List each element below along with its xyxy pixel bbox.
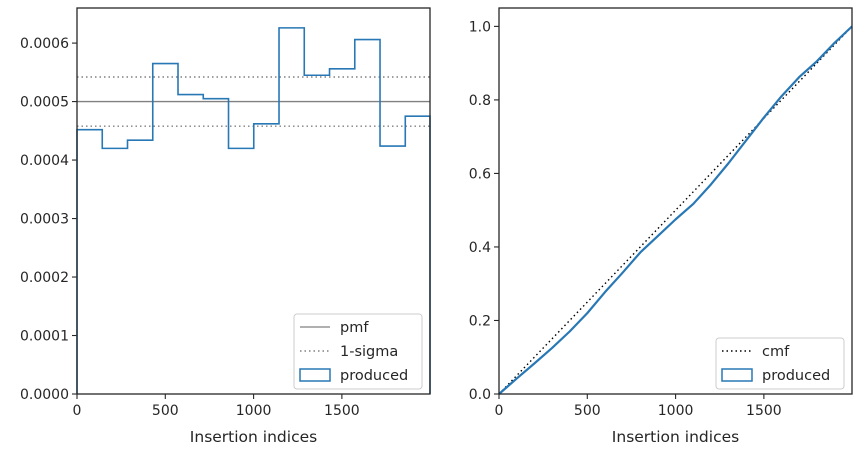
panel-right: 0 500 1000 1500 0.0 0.2 0.4 0.6 0.8 1.0 Insertion … — [469, 7, 853, 446]
legend-produced-label: produced — [762, 368, 830, 384]
x-tick-label: 1000 — [658, 403, 694, 419]
legend-produced-swatch — [299, 368, 331, 382]
x-axis-label: Insertion indices — [612, 428, 739, 446]
legend-produced-swatch — [721, 368, 753, 382]
y-tick-label: 0.0005 — [20, 95, 69, 111]
x-tick-label: 0 — [73, 403, 82, 419]
legend-pmf-label: pmf — [340, 320, 369, 336]
legend: cmf produced — [715, 337, 845, 390]
legend-box — [715, 337, 845, 390]
produced-histogram — [76, 27, 431, 394]
y-tick-label: 0.0002 — [20, 270, 69, 286]
x-tick-label: 1500 — [324, 403, 360, 419]
plot-frame — [76, 7, 431, 395]
legend: pmf 1-sigma produced — [293, 313, 423, 390]
x-tick-label: 0 — [495, 403, 504, 419]
legend-box — [293, 313, 423, 390]
y-tick-label: 0.8 — [469, 93, 491, 109]
y-tick-label: 0.0004 — [20, 153, 69, 169]
x-tick-label: 500 — [574, 403, 601, 419]
y-tick-label: 0.0000 — [20, 387, 69, 403]
legend-sigma-label: 1-sigma — [340, 344, 398, 360]
y-tick-label: 0.4 — [469, 240, 491, 256]
y-tick-label: 0.0003 — [20, 212, 69, 228]
x-tick-label: 500 — [152, 403, 179, 419]
panel-left: 0 500 1000 1500 0.0000 0.0001 0.0002 0.0003 0.00… — [20, 7, 431, 446]
x-tick-label: 1000 — [236, 403, 272, 419]
y-tick-label: 0.0006 — [20, 36, 69, 52]
y-tick-label: 0.6 — [469, 166, 491, 182]
produced-line — [498, 25, 853, 395]
y-tick-label: 0.0001 — [20, 329, 69, 345]
y-tick-label: 0.2 — [469, 313, 491, 329]
x-axis-label: Insertion indices — [190, 428, 317, 446]
legend-cmf-label: cmf — [762, 344, 790, 360]
legend-produced-label: produced — [340, 368, 408, 384]
plot-frame — [498, 7, 853, 395]
y-tick-label: 1.0 — [469, 19, 491, 35]
x-tick-label: 1500 — [746, 403, 782, 419]
y-tick-label: 0.0 — [469, 387, 491, 403]
